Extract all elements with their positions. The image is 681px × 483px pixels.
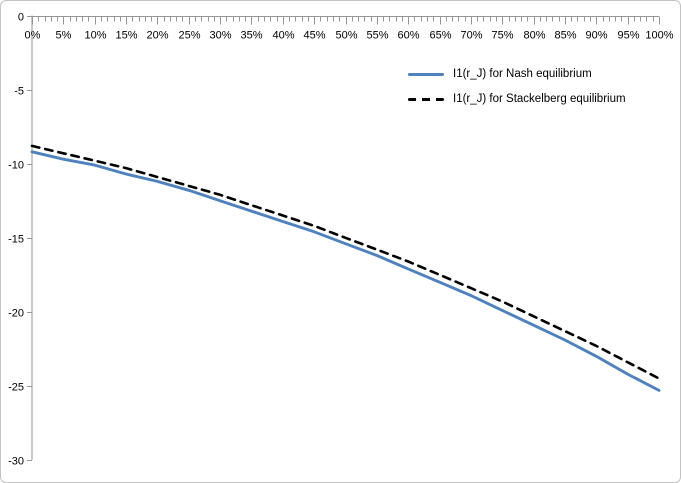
- legend-label-stackelberg: I1(r_J) for Stackelberg equilibrium: [453, 93, 626, 105]
- y-tick-label: -20: [8, 308, 24, 320]
- legend-item-stackelberg: I1(r_J) for Stackelberg equilibrium: [408, 92, 626, 106]
- x-tick-label: 65%: [429, 30, 451, 42]
- x-tick-label: 35%: [240, 30, 262, 42]
- x-tick-label: 30%: [209, 30, 231, 42]
- nash-series-line: [30, 150, 661, 392]
- x-tick-label: 50%: [335, 30, 357, 42]
- x-tick-label: 55%: [366, 30, 388, 42]
- x-tick-label: 40%: [272, 30, 294, 42]
- x-tick-label: 5%: [56, 30, 72, 42]
- x-tick-label: 60%: [397, 30, 419, 42]
- x-tick-label: 90%: [585, 30, 607, 42]
- y-tick-label: -5: [14, 86, 24, 98]
- x-tick-label: 95%: [617, 30, 639, 42]
- legend-item-nash: I1(r_J) for Nash equilibrium: [408, 67, 626, 81]
- x-tick-label: 15%: [115, 30, 137, 42]
- y-tick-label: -25: [8, 382, 24, 394]
- y-tick-label: 0: [18, 12, 24, 24]
- y-tick-label: -10: [8, 160, 24, 172]
- legend: I1(r_J) for Nash equilibrium I1(r_J) for…: [408, 67, 626, 106]
- x-tick-label: 10%: [84, 30, 106, 42]
- nash-line-swatch: [408, 72, 444, 76]
- x-tick-label: 70%: [460, 30, 482, 42]
- stackelberg-line-swatch: [408, 97, 444, 101]
- x-tick-label: 0%: [25, 30, 41, 42]
- stackelberg-series-line: [30, 144, 661, 380]
- x-tick-label: 85%: [554, 30, 576, 42]
- y-tick-label: -15: [8, 234, 24, 246]
- y-tick-label: -30: [8, 456, 24, 468]
- axes: 0 -5 -10 -15 -20 -25 -30 0% 5% 10% 15% 20% 25% 30% 35%…: [8, 12, 674, 468]
- x-tick-label: 20%: [146, 30, 168, 42]
- x-tick-label: 45%: [303, 30, 325, 42]
- x-tick-label: 25%: [178, 30, 200, 42]
- legend-label-nash: I1(r_J) for Nash equilibrium: [453, 68, 592, 80]
- x-tick-label: 75%: [491, 30, 513, 42]
- x-tick-label: 80%: [523, 30, 545, 42]
- x-tick-label: 100%: [645, 30, 673, 42]
